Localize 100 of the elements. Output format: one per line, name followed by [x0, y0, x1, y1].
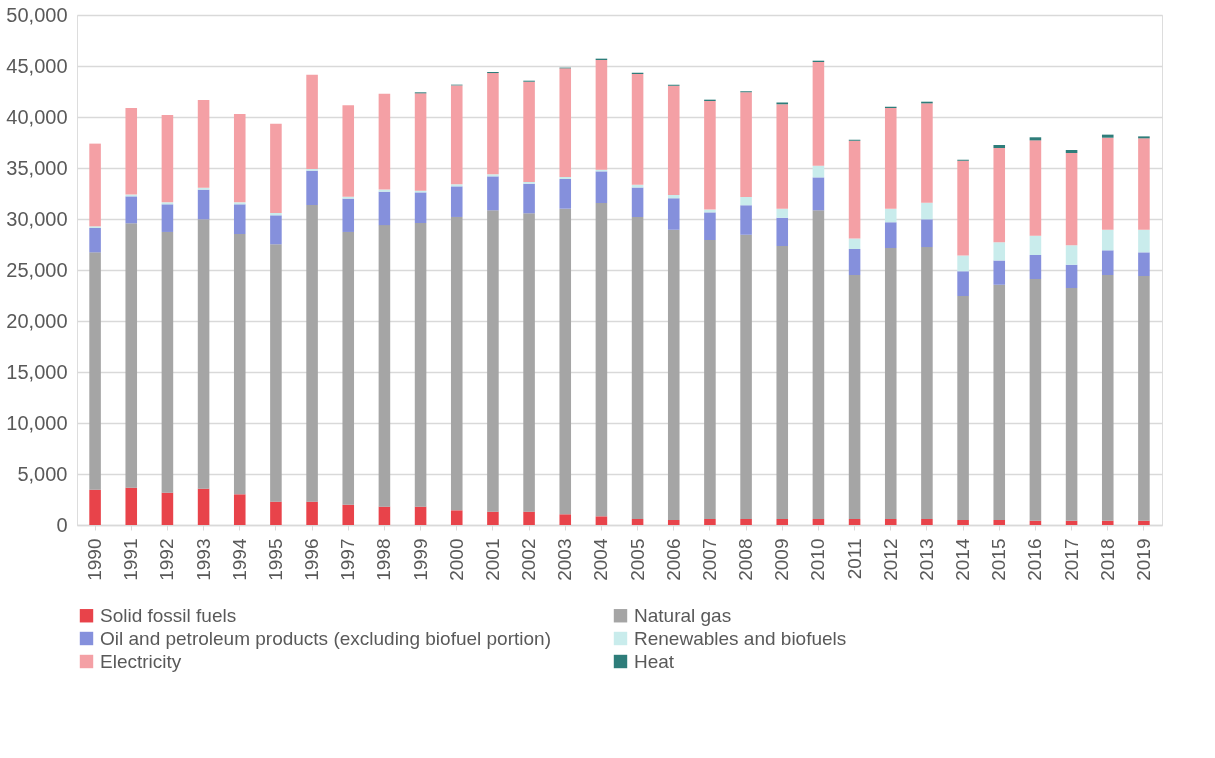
- bar: [1138, 229, 1150, 253]
- bar: [884, 208, 897, 223]
- bar: [450, 216, 463, 511]
- bar: [523, 511, 535, 525]
- x-tick-label: 2016: [1024, 538, 1046, 581]
- bar: [197, 219, 210, 489]
- bar: [993, 145, 1006, 149]
- bar: [523, 183, 535, 214]
- bar: [378, 225, 391, 507]
- bar: [993, 242, 1006, 261]
- bar: [667, 198, 680, 230]
- x-tick-label: 2005: [626, 538, 648, 581]
- bar: [704, 240, 716, 519]
- bar: [957, 255, 969, 272]
- bar: [1029, 278, 1042, 521]
- x-tick-label: 1992: [156, 538, 178, 581]
- bar: [776, 518, 789, 525]
- bar: [487, 174, 499, 177]
- x-tick-label: 2003: [554, 538, 576, 581]
- bar: [89, 252, 101, 490]
- bar: [450, 85, 463, 185]
- x-tick-label: 2018: [1096, 538, 1118, 581]
- bar: [342, 105, 355, 197]
- legend-label: Electricity: [100, 650, 182, 672]
- bar: [631, 518, 644, 525]
- x-tick-label: 2015: [988, 538, 1010, 581]
- bar: [921, 103, 933, 203]
- x-tick-label: 2014: [952, 538, 974, 581]
- y-tick-label: 0: [56, 513, 68, 536]
- bar: [812, 518, 825, 525]
- x-tick-label: 1996: [301, 538, 323, 581]
- bar: [884, 108, 897, 209]
- bar: [921, 219, 933, 248]
- x-tick-label: 1999: [409, 538, 431, 581]
- bar: [89, 143, 101, 227]
- x-tick-label: 2012: [879, 538, 901, 581]
- bar: [487, 73, 499, 175]
- bar: [161, 492, 174, 525]
- bar: [667, 85, 680, 196]
- bar: [1138, 520, 1150, 525]
- bar: [704, 212, 716, 241]
- bar: [812, 62, 825, 166]
- bar: [378, 189, 391, 192]
- bar: [631, 73, 644, 185]
- bar: [161, 204, 174, 232]
- bar: [740, 205, 752, 235]
- bar: [812, 177, 825, 211]
- bar: [595, 59, 608, 170]
- legend-label: Oil and petroleum products (excluding biofuel portion): [100, 627, 551, 649]
- bar: [414, 192, 427, 223]
- bar: [487, 176, 499, 211]
- bar: [306, 74, 318, 170]
- bar: [559, 68, 572, 177]
- bar: [1101, 137, 1114, 230]
- x-tick-label: 2002: [518, 538, 540, 581]
- bar: [740, 234, 752, 519]
- x-tick-label: 2000: [445, 538, 467, 581]
- bar: [342, 504, 355, 525]
- bar: [487, 210, 499, 512]
- bar: [740, 92, 752, 197]
- bar: [667, 520, 680, 525]
- bar: [378, 93, 391, 190]
- x-tick-label: 2010: [807, 538, 829, 581]
- bar: [884, 222, 897, 248]
- bar: [1065, 245, 1078, 265]
- bar: [631, 216, 644, 519]
- bar: [993, 520, 1006, 525]
- y-tick-label: 35,000: [6, 156, 68, 179]
- bar: [848, 140, 861, 239]
- x-tick-label: 1997: [337, 538, 359, 581]
- x-tick-label: 2008: [735, 538, 757, 581]
- bar: [1138, 252, 1150, 277]
- bar: [523, 81, 535, 182]
- bar: [1065, 153, 1078, 246]
- y-tick-label: 40,000: [6, 105, 68, 128]
- bar: [957, 520, 969, 525]
- bar: [523, 213, 535, 512]
- bar: [740, 196, 752, 206]
- bar: [993, 260, 1006, 285]
- bar: [848, 275, 861, 519]
- bar: [233, 204, 246, 234]
- bar: [957, 271, 969, 297]
- bar: [667, 229, 680, 520]
- y-tick-label: 10,000: [6, 411, 68, 434]
- x-tick-label: 2007: [698, 538, 720, 581]
- bar: [125, 487, 138, 525]
- bar: [270, 244, 282, 502]
- bar: [704, 518, 716, 525]
- bar: [921, 247, 933, 519]
- bar: [993, 284, 1006, 520]
- bar: [1138, 138, 1150, 230]
- bar: [89, 489, 101, 525]
- bar: [884, 247, 897, 519]
- bar: [776, 217, 789, 247]
- y-tick-label: 50,000: [6, 3, 68, 26]
- bar: [89, 227, 101, 253]
- bar: [378, 191, 391, 226]
- bar: [450, 510, 463, 525]
- bar: [1065, 287, 1078, 521]
- bar: [848, 518, 861, 525]
